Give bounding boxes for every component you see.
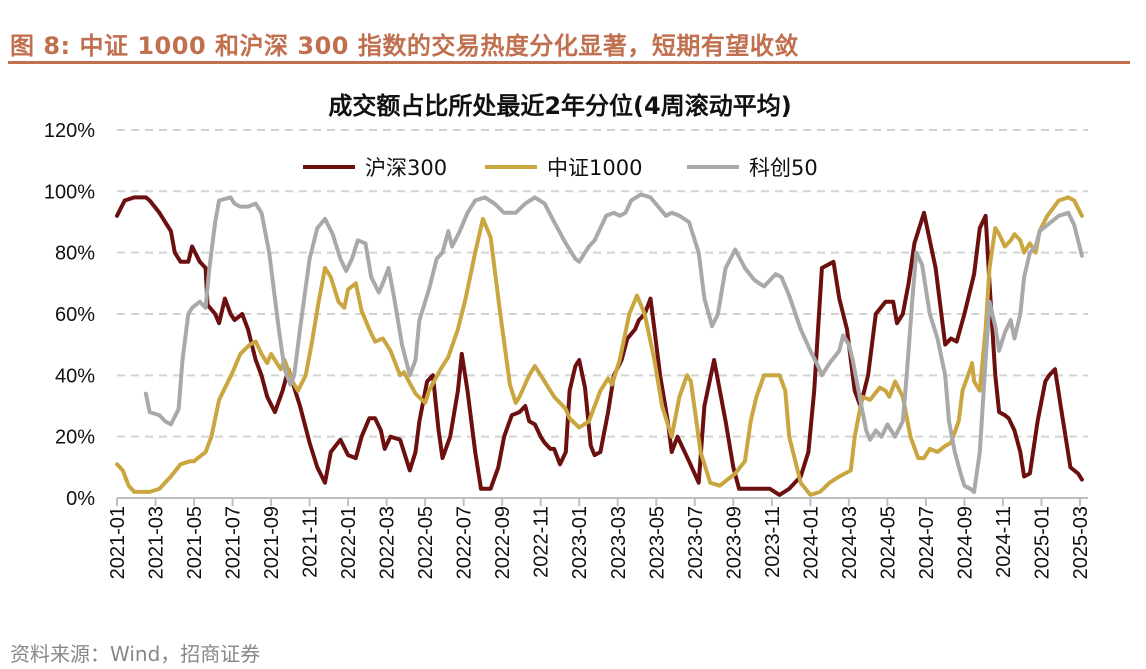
x-tick-label: 2022-07: [454, 506, 476, 579]
x-tick-label: 2021-11: [300, 506, 322, 578]
y-tick-label: 20%: [55, 427, 95, 449]
x-tick-label: 2024-09: [954, 506, 976, 579]
x-tick-label: 2023-07: [685, 506, 707, 579]
series-line-1: [115, 195, 1084, 497]
y-tick-label: 100%: [44, 181, 95, 203]
legend-label: 科创50: [749, 156, 818, 180]
x-tick-label: 2024-05: [877, 506, 899, 579]
x-tick-label: 2025-03: [1070, 506, 1092, 579]
x-tick-label: 2021-05: [184, 506, 206, 579]
x-tick-label: 2022-09: [492, 506, 514, 579]
source-note: 资料来源：Wind，招商证券: [10, 642, 261, 666]
x-tick-label: 2022-01: [338, 506, 360, 579]
x-tick-label: 2023-03: [608, 506, 630, 579]
x-tick-label: 2021-07: [223, 506, 245, 579]
legend-label: 中证1000: [547, 156, 642, 180]
y-tick-label: 0%: [66, 488, 95, 510]
x-tick-label: 2021-09: [261, 506, 283, 579]
x-tick-label: 2023-05: [646, 506, 668, 579]
series-line-0: [115, 195, 1084, 497]
chart-title: 成交额占比所处最近2年分位(4周滚动平均): [328, 92, 791, 120]
y-tick-label: 120%: [44, 120, 95, 142]
y-tick-label: 80%: [55, 243, 95, 265]
x-tick-label: 2024-01: [800, 506, 822, 579]
legend-label: 沪深300: [365, 156, 447, 180]
x-tick-label: 2021-01: [107, 506, 129, 579]
title-divider: [8, 61, 1130, 64]
x-tick-label: 2021-03: [146, 506, 168, 579]
x-tick-label: 2025-01: [1031, 506, 1053, 579]
x-tick-label: 2022-03: [377, 506, 399, 579]
x-tick-label: 2024-07: [916, 506, 938, 579]
x-tick-label: 2023-01: [569, 506, 591, 579]
y-tick-label: 60%: [55, 304, 95, 326]
x-tick-label: 2024-11: [993, 506, 1015, 578]
x-tick-label: 2024-03: [839, 506, 861, 579]
figure-title: 图 8: 中证 1000 和沪深 300 指数的交易热度分化显著，短期有望收敛: [10, 32, 799, 60]
x-tick-label: 2023-11: [762, 506, 784, 578]
series-line-2: [143, 192, 1084, 494]
x-tick-label: 2022-05: [415, 506, 437, 579]
x-tick-label: 2022-11: [531, 506, 553, 578]
x-tick-label: 2023-09: [723, 506, 745, 579]
y-tick-label: 40%: [55, 365, 95, 387]
